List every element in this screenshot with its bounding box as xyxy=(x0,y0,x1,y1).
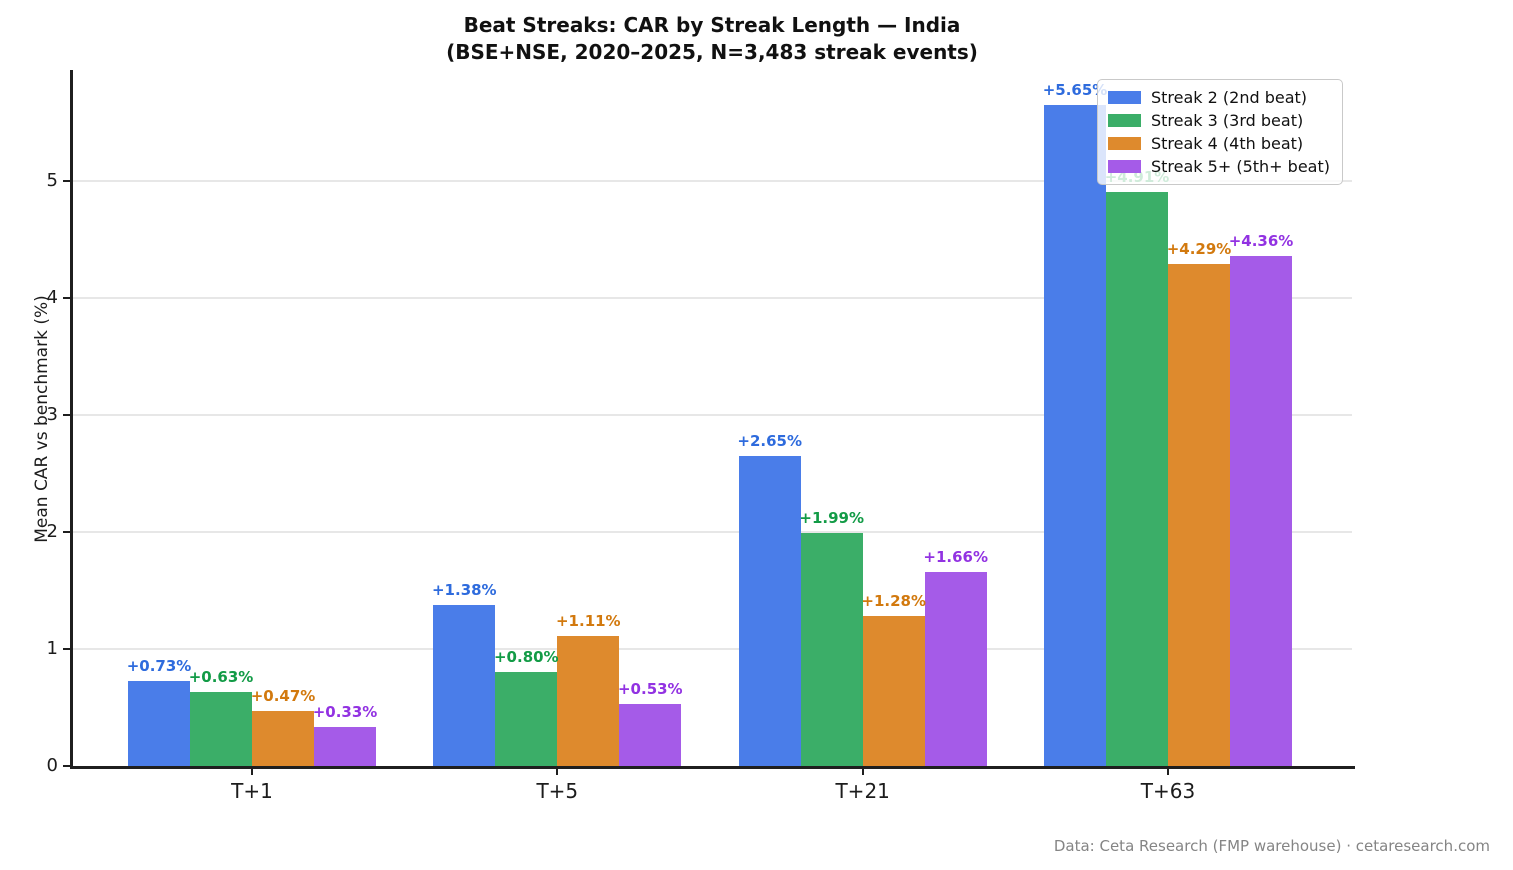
bar-streak-5+-5th+-beat-t+21 xyxy=(924,572,987,766)
y-tick-label-5: 5 xyxy=(46,170,58,191)
legend: Streak 2 (2nd beat) Streak 3 (3rd beat) St… xyxy=(1097,79,1343,185)
y-tick-label-0: 0 xyxy=(46,755,58,776)
y-tick-label-3: 3 xyxy=(46,404,58,425)
x-axis-spine xyxy=(70,766,1355,769)
x-tick-label-t+5: T+5 xyxy=(536,779,579,803)
chart-subtitle: (BSE+NSE, 2020–2025, N=3,483 streak even… xyxy=(446,40,978,64)
chart-title: Beat Streaks: CAR by Streak Length — Ind… xyxy=(463,13,961,37)
value-label-streak-3-3rd-beat-t+1: +0.63% xyxy=(188,668,254,686)
gridline-5 xyxy=(73,180,1352,182)
legend-item-streak-4-4th-beat: Streak 4 (4th beat) xyxy=(1108,135,1332,152)
bar-streak-4-4th-beat-t+21 xyxy=(862,616,925,766)
value-label-streak-4-4th-beat-t+1: +0.47% xyxy=(250,687,316,705)
y-tick-label-4: 4 xyxy=(46,287,58,308)
value-label-streak-2-2nd-beat-t+21: +2.65% xyxy=(737,432,802,450)
x-tick-t+1 xyxy=(251,769,253,775)
x-tick-t+5 xyxy=(556,769,559,775)
legend-swatch-streak-5+-5th+-beat xyxy=(1108,160,1141,173)
legend-label-streak-4-4th-beat: Streak 4 (4th beat) xyxy=(1151,134,1304,153)
source-note: Data: Ceta Research (FMP warehouse) · ce… xyxy=(1053,837,1490,855)
bar-streak-3-3rd-beat-t+63 xyxy=(1106,192,1168,766)
value-label-streak-4-4th-beat-t+21: +1.28% xyxy=(861,592,926,610)
y-tick-label-2: 2 xyxy=(46,521,58,542)
legend-swatch-streak-3-3rd-beat xyxy=(1108,114,1141,127)
value-label-streak-4-4th-beat-t+63: +4.29% xyxy=(1166,240,1232,258)
bar-streak-4-4th-beat-t+1 xyxy=(252,711,314,766)
legend-item-streak-3-3rd-beat: Streak 3 (3rd beat) xyxy=(1108,112,1332,129)
y-tick-5 xyxy=(63,180,70,182)
value-label-streak-2-2nd-beat-t+5: +1.38% xyxy=(431,581,497,599)
legend-item-streak-5+-5th+-beat: Streak 5+ (5th+ beat) xyxy=(1108,158,1332,175)
x-tick-label-t+21: T+21 xyxy=(835,779,890,803)
bar-streak-2-2nd-beat-t+63 xyxy=(1044,105,1106,766)
bar-streak-3-3rd-beat-t+1 xyxy=(190,692,252,766)
chart-title-block: Beat Streaks: CAR by Streak Length — Ind… xyxy=(0,12,1424,66)
legend-label-streak-3-3rd-beat: Streak 3 (3rd beat) xyxy=(1151,111,1304,130)
value-label-streak-5+-5th+-beat-t+5: +0.53% xyxy=(617,680,683,698)
bar-streak-3-3rd-beat-t+5 xyxy=(495,672,558,766)
value-label-streak-5+-5th+-beat-t+1: +0.33% xyxy=(312,703,378,721)
x-tick-label-t+1: T+1 xyxy=(231,779,273,803)
value-label-streak-4-4th-beat-t+5: +1.11% xyxy=(555,612,621,630)
x-tick-t+21 xyxy=(861,769,864,775)
y-tick-4 xyxy=(63,297,70,299)
bar-streak-5+-5th+-beat-t+1 xyxy=(314,727,376,766)
gridline-3 xyxy=(73,414,1352,416)
value-label-streak-5+-5th+-beat-t+21: +1.66% xyxy=(923,548,988,566)
bar-streak-5+-5th+-beat-t+5 xyxy=(619,704,682,766)
gridline-2 xyxy=(73,531,1352,533)
legend-label-streak-5+-5th+-beat: Streak 5+ (5th+ beat) xyxy=(1151,157,1330,176)
value-label-streak-3-3rd-beat-t+21: +1.99% xyxy=(799,509,864,527)
bar-streak-2-2nd-beat-t+21 xyxy=(738,456,801,766)
y-tick-1 xyxy=(63,648,70,650)
bar-streak-3-3rd-beat-t+21 xyxy=(800,533,863,766)
gridline-1 xyxy=(73,648,1352,650)
bar-streak-2-2nd-beat-t+5 xyxy=(433,605,496,766)
bar-streak-2-2nd-beat-t+1 xyxy=(128,681,190,766)
x-tick-label-t+63: T+63 xyxy=(1140,779,1196,803)
bar-streak-4-4th-beat-t+63 xyxy=(1168,264,1230,766)
y-tick-3 xyxy=(63,414,70,416)
y-tick-0 xyxy=(63,765,70,767)
value-label-streak-5+-5th+-beat-t+63: +4.36% xyxy=(1228,232,1294,250)
legend-swatch-streak-4-4th-beat xyxy=(1108,137,1141,150)
legend-item-streak-2-2nd-beat: Streak 2 (2nd beat) xyxy=(1108,89,1332,106)
bar-streak-4-4th-beat-t+5 xyxy=(557,636,620,766)
y-tick-2 xyxy=(63,531,70,533)
value-label-streak-2-2nd-beat-t+63: +5.65% xyxy=(1042,81,1108,99)
legend-label-streak-2-2nd-beat: Streak 2 (2nd beat) xyxy=(1151,88,1308,107)
y-tick-label-1: 1 xyxy=(46,638,58,659)
value-label-streak-3-3rd-beat-t+5: +0.80% xyxy=(493,648,559,666)
y-axis-spine xyxy=(70,70,73,769)
legend-swatch-streak-2-2nd-beat xyxy=(1108,91,1141,104)
gridline-4 xyxy=(73,297,1352,299)
x-tick-t+63 xyxy=(1167,769,1169,775)
value-label-streak-2-2nd-beat-t+1: +0.73% xyxy=(126,657,192,675)
bar-streak-5+-5th+-beat-t+63 xyxy=(1230,256,1292,766)
